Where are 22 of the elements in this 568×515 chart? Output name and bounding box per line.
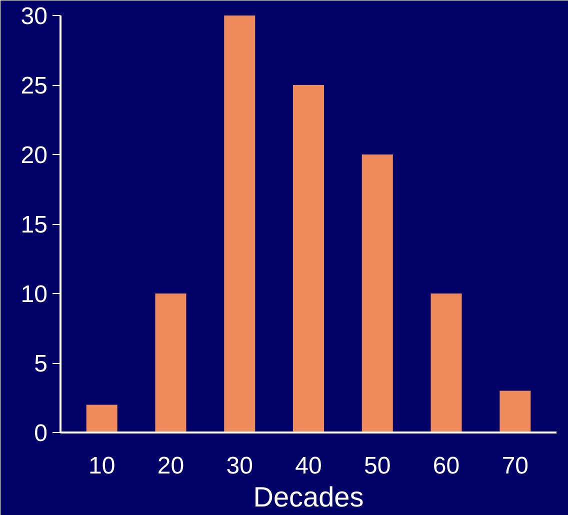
y-tick-label: 25: [20, 72, 48, 100]
x-tick-label: 70: [502, 452, 529, 480]
bar: [430, 294, 462, 432]
bar: [500, 390, 531, 432]
bar: [86, 404, 118, 432]
y-tick-label: 0: [34, 420, 48, 447]
x-tick-label: 10: [88, 452, 116, 480]
y-tick-label: 15: [20, 212, 48, 238]
x-tick-label: 20: [157, 452, 184, 480]
y-tick-label: 10: [20, 281, 48, 308]
bar: [224, 16, 256, 432]
y-tick-label: 5: [34, 350, 48, 378]
x-tick-label: 30: [226, 452, 253, 480]
x-tick-label: 50: [364, 452, 391, 480]
x-tick-label: 60: [432, 452, 460, 480]
y-tick-label: 20: [20, 142, 48, 169]
y-tick-label: 30: [20, 3, 48, 30]
x-axis-title: Decades: [253, 482, 364, 512]
bar: [155, 294, 186, 432]
bar: [362, 154, 393, 432]
bar: [293, 85, 324, 432]
x-tick-label: 40: [295, 452, 322, 480]
